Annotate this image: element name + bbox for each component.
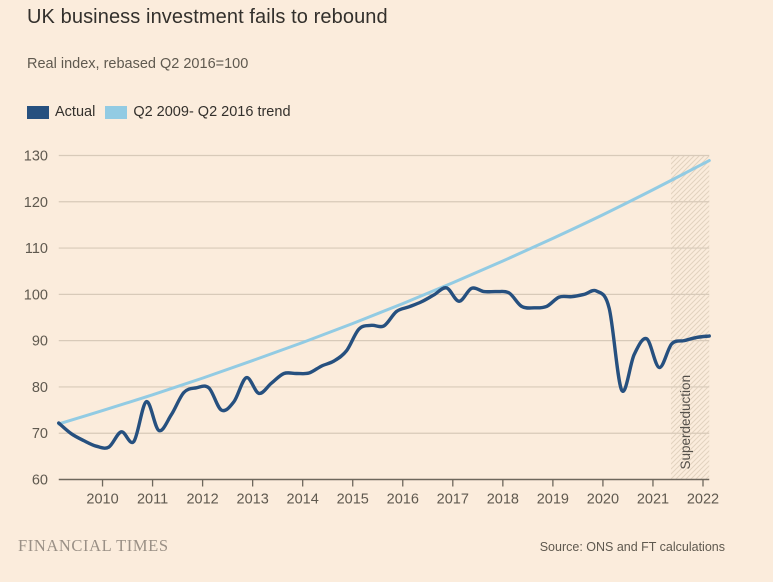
- chart-subtitle: Real index, rebased Q2 2016=100: [27, 56, 249, 72]
- svg-text:2011: 2011: [137, 492, 168, 508]
- x-axis-labels: 2010 2011 2012 2013 2014 2015 2016 2017 2018 2019…: [86, 492, 719, 508]
- svg-text:100: 100: [24, 287, 48, 303]
- svg-text:Superdeduction: Superdeduction: [678, 375, 693, 470]
- svg-text:110: 110: [25, 241, 48, 257]
- svg-text:2018: 2018: [487, 492, 519, 508]
- svg-text:2022: 2022: [687, 492, 719, 508]
- x-axis-ticks: [101, 479, 704, 487]
- svg-text:90: 90: [32, 334, 48, 350]
- svg-text:130: 130: [24, 149, 48, 165]
- svg-text:2019: 2019: [537, 492, 569, 508]
- svg-text:2010: 2010: [86, 492, 118, 508]
- chart-legend: Actual Q2 2009- Q2 2016 trend: [27, 104, 301, 120]
- svg-text:2020: 2020: [587, 492, 619, 508]
- legend-swatch-actual-icon: [27, 105, 49, 119]
- svg-text:2015: 2015: [337, 492, 369, 508]
- chart-title: UK business investment fails to rebound: [27, 6, 388, 28]
- ft-logo: FINANCIAL TIMES: [18, 536, 169, 555]
- trend-line: [57, 159, 711, 426]
- svg-text:2016: 2016: [387, 492, 419, 508]
- svg-text:80: 80: [32, 380, 48, 396]
- gridlines: [58, 154, 710, 481]
- legend-label-trend: Q2 2009- Q2 2016 trend: [133, 104, 291, 120]
- source-note: Source: ONS and FT calculations: [539, 540, 725, 554]
- svg-text:2013: 2013: [237, 492, 269, 508]
- actual-line: [57, 286, 711, 450]
- superdeduction-region: [670, 155, 710, 480]
- legend-swatch-trend-icon: [105, 105, 128, 119]
- svg-text:70: 70: [32, 426, 48, 442]
- svg-text:60: 60: [32, 473, 48, 489]
- legend-label-actual: Actual: [55, 104, 96, 120]
- svg-text:2014: 2014: [287, 492, 319, 508]
- superdeduction-label: Superdeduction: [678, 375, 693, 470]
- svg-text:2017: 2017: [437, 492, 469, 508]
- svg-text:120: 120: [24, 195, 48, 211]
- svg-text:2021: 2021: [637, 492, 669, 508]
- svg-text:2012: 2012: [186, 492, 218, 508]
- y-axis-labels: 60 70 80 90 100 110 120 130: [24, 149, 48, 489]
